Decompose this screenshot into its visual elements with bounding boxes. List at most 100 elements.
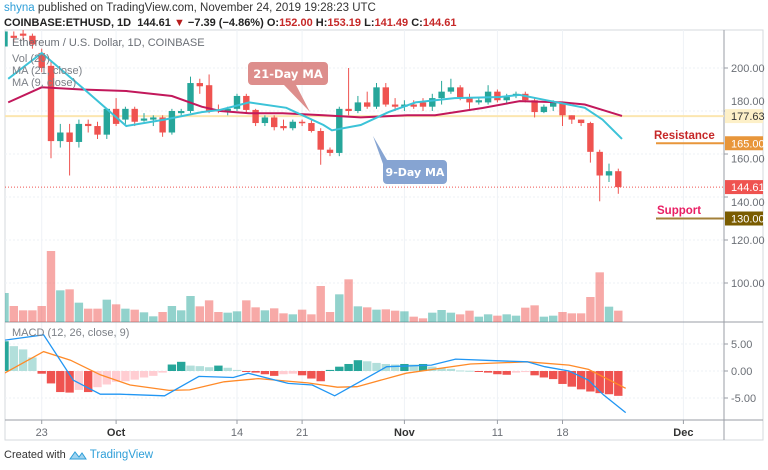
candle[interactable]	[438, 91, 445, 99]
candle[interactable]	[252, 109, 259, 124]
candle[interactable]	[224, 108, 231, 113]
ma9-callout: 9-Day MA	[373, 136, 447, 184]
volume-bar	[195, 306, 204, 322]
candle[interactable]	[503, 97, 510, 101]
candle[interactable]	[466, 97, 473, 103]
candle[interactable]	[577, 119, 585, 124]
candle[interactable]	[559, 102, 566, 116]
candle[interactable]	[410, 104, 417, 107]
candle[interactable]	[457, 87, 464, 98]
candle[interactable]	[233, 95, 241, 109]
volume-bar	[335, 294, 344, 322]
candle[interactable]	[605, 171, 613, 176]
candle[interactable]	[391, 104, 399, 107]
macd-histogram-bar	[474, 371, 483, 372]
macd-histogram-bar	[37, 371, 46, 374]
candle[interactable]	[66, 132, 73, 142]
volume-bar	[316, 286, 325, 322]
macd-histogram-bar	[353, 360, 363, 371]
candle[interactable]	[317, 130, 324, 150]
candle[interactable]	[187, 83, 194, 111]
candle[interactable]	[38, 52, 45, 68]
volume-bar	[390, 310, 400, 322]
macd-histogram-bar	[270, 371, 279, 376]
candle[interactable]	[150, 117, 157, 120]
candle[interactable]	[531, 100, 538, 113]
candle[interactable]	[475, 100, 482, 103]
candle[interactable]	[103, 108, 110, 135]
candle[interactable]	[298, 121, 306, 124]
candle[interactable]	[345, 108, 352, 111]
candle[interactable]	[596, 151, 603, 176]
macd-histogram-bar	[390, 364, 400, 371]
macd-histogram-bar	[204, 367, 214, 371]
tradingview-link[interactable]: TradingView	[89, 449, 154, 461]
candle[interactable]	[1, 31, 8, 47]
candle[interactable]	[308, 123, 315, 131]
candle[interactable]	[382, 87, 389, 105]
legend-macd[interactable]: MACD (12, 26, close, 9)	[12, 327, 129, 339]
candle[interactable]	[447, 87, 455, 92]
macd-histogram-bar	[539, 371, 549, 378]
candle[interactable]	[354, 102, 362, 111]
support-price-label: 130.00	[731, 214, 765, 226]
candle[interactable]	[85, 123, 92, 127]
candle[interactable]	[429, 98, 436, 107]
candle[interactable]	[205, 85, 213, 111]
macd-histogram-bar	[558, 371, 567, 384]
volume-bar	[474, 316, 483, 322]
candle[interactable]	[261, 117, 269, 124]
candle[interactable]	[140, 118, 148, 121]
volume-bar	[428, 312, 437, 322]
candle[interactable]	[29, 35, 36, 45]
candle[interactable]	[122, 108, 129, 120]
candle[interactable]	[364, 102, 371, 107]
volume-bar	[167, 306, 177, 322]
volume-bar	[158, 312, 167, 322]
candle[interactable]	[419, 102, 427, 107]
volume-bar	[511, 315, 521, 322]
candle[interactable]	[168, 111, 176, 133]
volume-bar	[502, 314, 511, 322]
volume-bar	[56, 290, 65, 322]
candle[interactable]	[271, 117, 278, 128]
candle[interactable]	[19, 33, 27, 36]
candle[interactable]	[10, 35, 17, 38]
candle[interactable]	[57, 132, 64, 142]
candle[interactable]	[568, 115, 575, 120]
candle[interactable]	[289, 121, 296, 129]
candle[interactable]	[587, 123, 594, 152]
candle[interactable]	[94, 126, 101, 135]
author-link[interactable]: shyna	[4, 2, 35, 14]
legend-ma21[interactable]: MA (21, close)	[12, 65, 82, 77]
resistance-label: Resistance	[654, 130, 715, 142]
candle[interactable]	[540, 106, 548, 113]
macd-histogram-bar	[483, 371, 493, 373]
macd-histogram-bar	[158, 371, 167, 373]
candle[interactable]	[47, 65, 55, 142]
candle[interactable]	[615, 171, 622, 188]
candle[interactable]	[280, 126, 287, 129]
candle[interactable]	[373, 87, 380, 107]
candle[interactable]	[178, 111, 185, 114]
macd-histogram-bar	[149, 371, 158, 376]
candle[interactable]	[550, 102, 557, 107]
candle[interactable]	[75, 123, 83, 142]
legend-ma9[interactable]: MA (9, close)	[12, 77, 76, 89]
volume-bar	[400, 311, 409, 322]
candle[interactable]	[326, 149, 334, 153]
volume-bar	[223, 312, 232, 322]
candle[interactable]	[336, 108, 343, 153]
legend-vol[interactable]: Vol (20)	[12, 53, 50, 65]
volume-bar	[242, 300, 251, 322]
candle[interactable]	[494, 91, 501, 101]
volume-bar	[37, 306, 46, 322]
candle[interactable]	[196, 83, 203, 87]
macd-histogram-bar	[139, 371, 149, 378]
time-tick-label: Oct	[107, 427, 126, 439]
candle[interactable]	[131, 108, 138, 122]
volume-bar	[521, 307, 530, 322]
candle[interactable]	[159, 117, 166, 133]
macd-histogram-bar	[279, 371, 288, 375]
